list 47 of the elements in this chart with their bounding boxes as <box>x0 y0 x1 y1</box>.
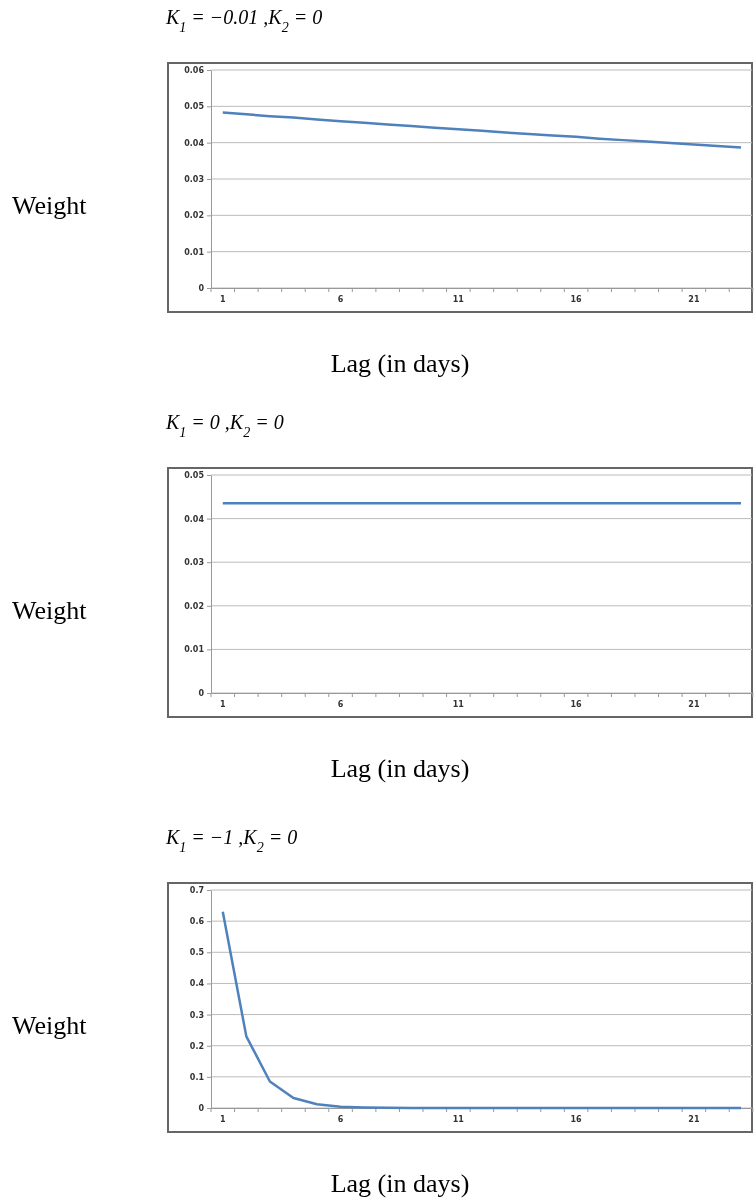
chart-title: K$_{1}$ = −0.01 ,K$_{2}$ = 0 <box>165 6 323 35</box>
x-tick-label: 1 <box>219 699 226 709</box>
y-tick-label: 0.7 <box>189 886 204 896</box>
y-tick-label: 0.01 <box>184 247 205 257</box>
x-tick-label: 11 <box>452 294 465 304</box>
x-tick-label: 16 <box>570 294 583 304</box>
line-series <box>221 111 743 149</box>
y-tick-label: 0.1 <box>189 1072 205 1082</box>
y-tick-label: 0 <box>198 284 205 294</box>
y-tick-label: 0.01 <box>184 645 205 655</box>
y-tick-label: 0.04 <box>184 514 205 524</box>
x-tick-label: 21 <box>688 1114 700 1124</box>
y-tick-label: 0.05 <box>184 471 205 481</box>
y-tick-label: 0 <box>198 689 205 699</box>
y-tick-label: 0.05 <box>184 102 205 112</box>
y-tick-label: 0 <box>198 1104 205 1114</box>
x-tick-label: 6 <box>337 699 344 709</box>
y-tick-label: 0.02 <box>184 601 204 611</box>
y-axis-title: Weight <box>12 1011 88 1040</box>
chart-title: K$_{1}$ = 0 ,K$_{2}$ = 0 <box>165 411 284 440</box>
y-tick-label: 0.02 <box>184 211 204 221</box>
x-tick-label: 21 <box>688 294 700 304</box>
x-tick-label: 6 <box>337 1114 344 1124</box>
x-tick-label: 11 <box>452 699 465 709</box>
x-tick-label: 1 <box>219 294 226 304</box>
line-series <box>221 910 743 1110</box>
y-tick-label: 0.3 <box>189 1010 204 1020</box>
y-axis-title: Weight <box>12 596 88 625</box>
x-axis-title: Lag (in days) <box>330 1169 470 1198</box>
y-tick-label: 0.06 <box>184 66 205 76</box>
y-tick-label: 0.6 <box>189 917 205 927</box>
x-tick-label: 16 <box>570 699 583 709</box>
x-tick-label: 6 <box>337 294 344 304</box>
x-axis-title: Lag (in days) <box>330 754 470 783</box>
y-tick-label: 0.04 <box>184 138 205 148</box>
x-tick-label: 11 <box>452 1114 465 1124</box>
y-tick-label: 0.4 <box>189 979 205 989</box>
y-tick-label: 0.2 <box>189 1041 204 1051</box>
x-tick-label: 16 <box>570 1114 583 1124</box>
y-tick-label: 0.5 <box>189 948 205 958</box>
x-tick-label: 1 <box>219 1114 226 1124</box>
y-axis-title: Weight <box>12 191 88 220</box>
x-axis-title: Lag (in days) <box>330 349 470 378</box>
chart-title: K$_{1}$ = −1 ,K$_{2}$ = 0 <box>165 826 298 855</box>
x-tick-label: 21 <box>688 699 700 709</box>
y-tick-label: 0.03 <box>184 558 204 568</box>
y-tick-label: 0.03 <box>184 175 204 185</box>
